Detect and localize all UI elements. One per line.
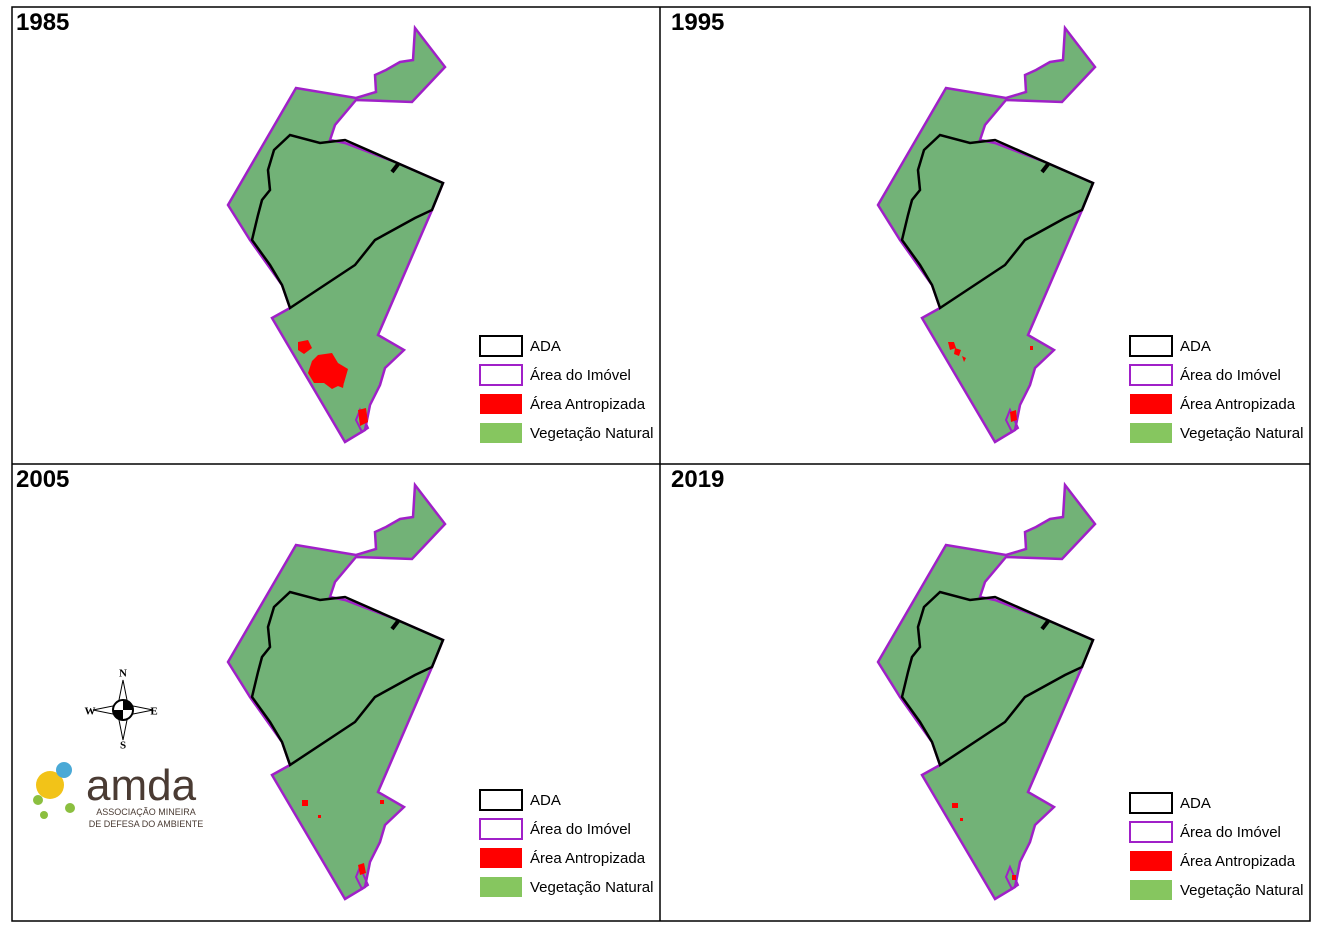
legend-label: Vegetação Natural xyxy=(530,425,653,442)
legend-label: Área Antropizada xyxy=(1180,853,1296,870)
panel-year: 1985 xyxy=(16,9,69,36)
legend-label: Vegetação Natural xyxy=(1180,425,1303,442)
legend-swatch xyxy=(1129,364,1173,386)
map-panel: 2019 ADA Área do Imóvel Área Antropizada Veg… xyxy=(671,466,1303,901)
logo-tagline: DE DEFESA DO AMBIENTE xyxy=(89,819,204,829)
legend-swatch xyxy=(1129,821,1173,843)
map-panel: 1995 ADA Área do Imóvel Área Antropizada Veg… xyxy=(671,9,1303,444)
legend-label: Área Antropizada xyxy=(1180,396,1296,413)
property-map xyxy=(226,483,447,901)
legend-swatch xyxy=(1130,394,1172,414)
panel-year: 2019 xyxy=(671,466,724,493)
legend-label: Área do Imóvel xyxy=(530,367,631,384)
compass-label: E xyxy=(150,706,157,718)
legend-label: Área do Imóvel xyxy=(1180,367,1281,384)
compass: N S E W xyxy=(85,668,158,752)
panel-year: 2005 xyxy=(16,466,69,493)
legend-swatch xyxy=(479,335,523,357)
legend-label: ADA xyxy=(1180,795,1211,812)
legend-label: Vegetação Natural xyxy=(530,879,653,896)
legend-swatch xyxy=(1130,423,1172,443)
map-panel: 1985 ADA Área do Imóvel Área Antropizada Veg… xyxy=(16,9,653,444)
legend-swatch xyxy=(480,877,522,897)
legend-swatch xyxy=(480,848,522,868)
legend-swatch xyxy=(1130,880,1172,900)
anthropized-areas xyxy=(948,342,1033,422)
legend-swatch xyxy=(479,364,523,386)
legend-label: ADA xyxy=(1180,338,1211,355)
anthropized-areas xyxy=(298,340,368,426)
legend-label: Área Antropizada xyxy=(530,850,646,867)
legend-label: Área do Imóvel xyxy=(530,821,631,838)
logo-tagline: ASSOCIAÇÃO MINEIRA xyxy=(96,807,196,817)
compass-label: N xyxy=(119,668,127,680)
legend-swatch xyxy=(1129,335,1173,357)
legend-label: Vegetação Natural xyxy=(1180,882,1303,899)
panel-year: 1995 xyxy=(671,9,724,36)
property-map xyxy=(876,26,1097,444)
legend-label: ADA xyxy=(530,792,561,809)
logo: amda ASSOCIAÇÃO MINEIRA DE DEFESA DO AMB… xyxy=(33,761,203,829)
legend-swatch xyxy=(1130,851,1172,871)
legend-swatch xyxy=(479,818,523,840)
property-map xyxy=(876,483,1097,901)
legend-label: Área do Imóvel xyxy=(1180,824,1281,841)
legend-swatch xyxy=(1129,792,1173,814)
map-panel: 2005 ADA Área do Imóvel Área Antropizada Veg… xyxy=(16,466,653,901)
legend-swatch xyxy=(479,789,523,811)
legend-swatch xyxy=(480,394,522,414)
legend-label: ADA xyxy=(530,338,561,355)
compass-label: W xyxy=(85,706,96,718)
compass-label: S xyxy=(120,740,126,752)
legend-label: Área Antropizada xyxy=(530,396,646,413)
legend-swatch xyxy=(480,423,522,443)
logo-name: amda xyxy=(86,761,197,810)
